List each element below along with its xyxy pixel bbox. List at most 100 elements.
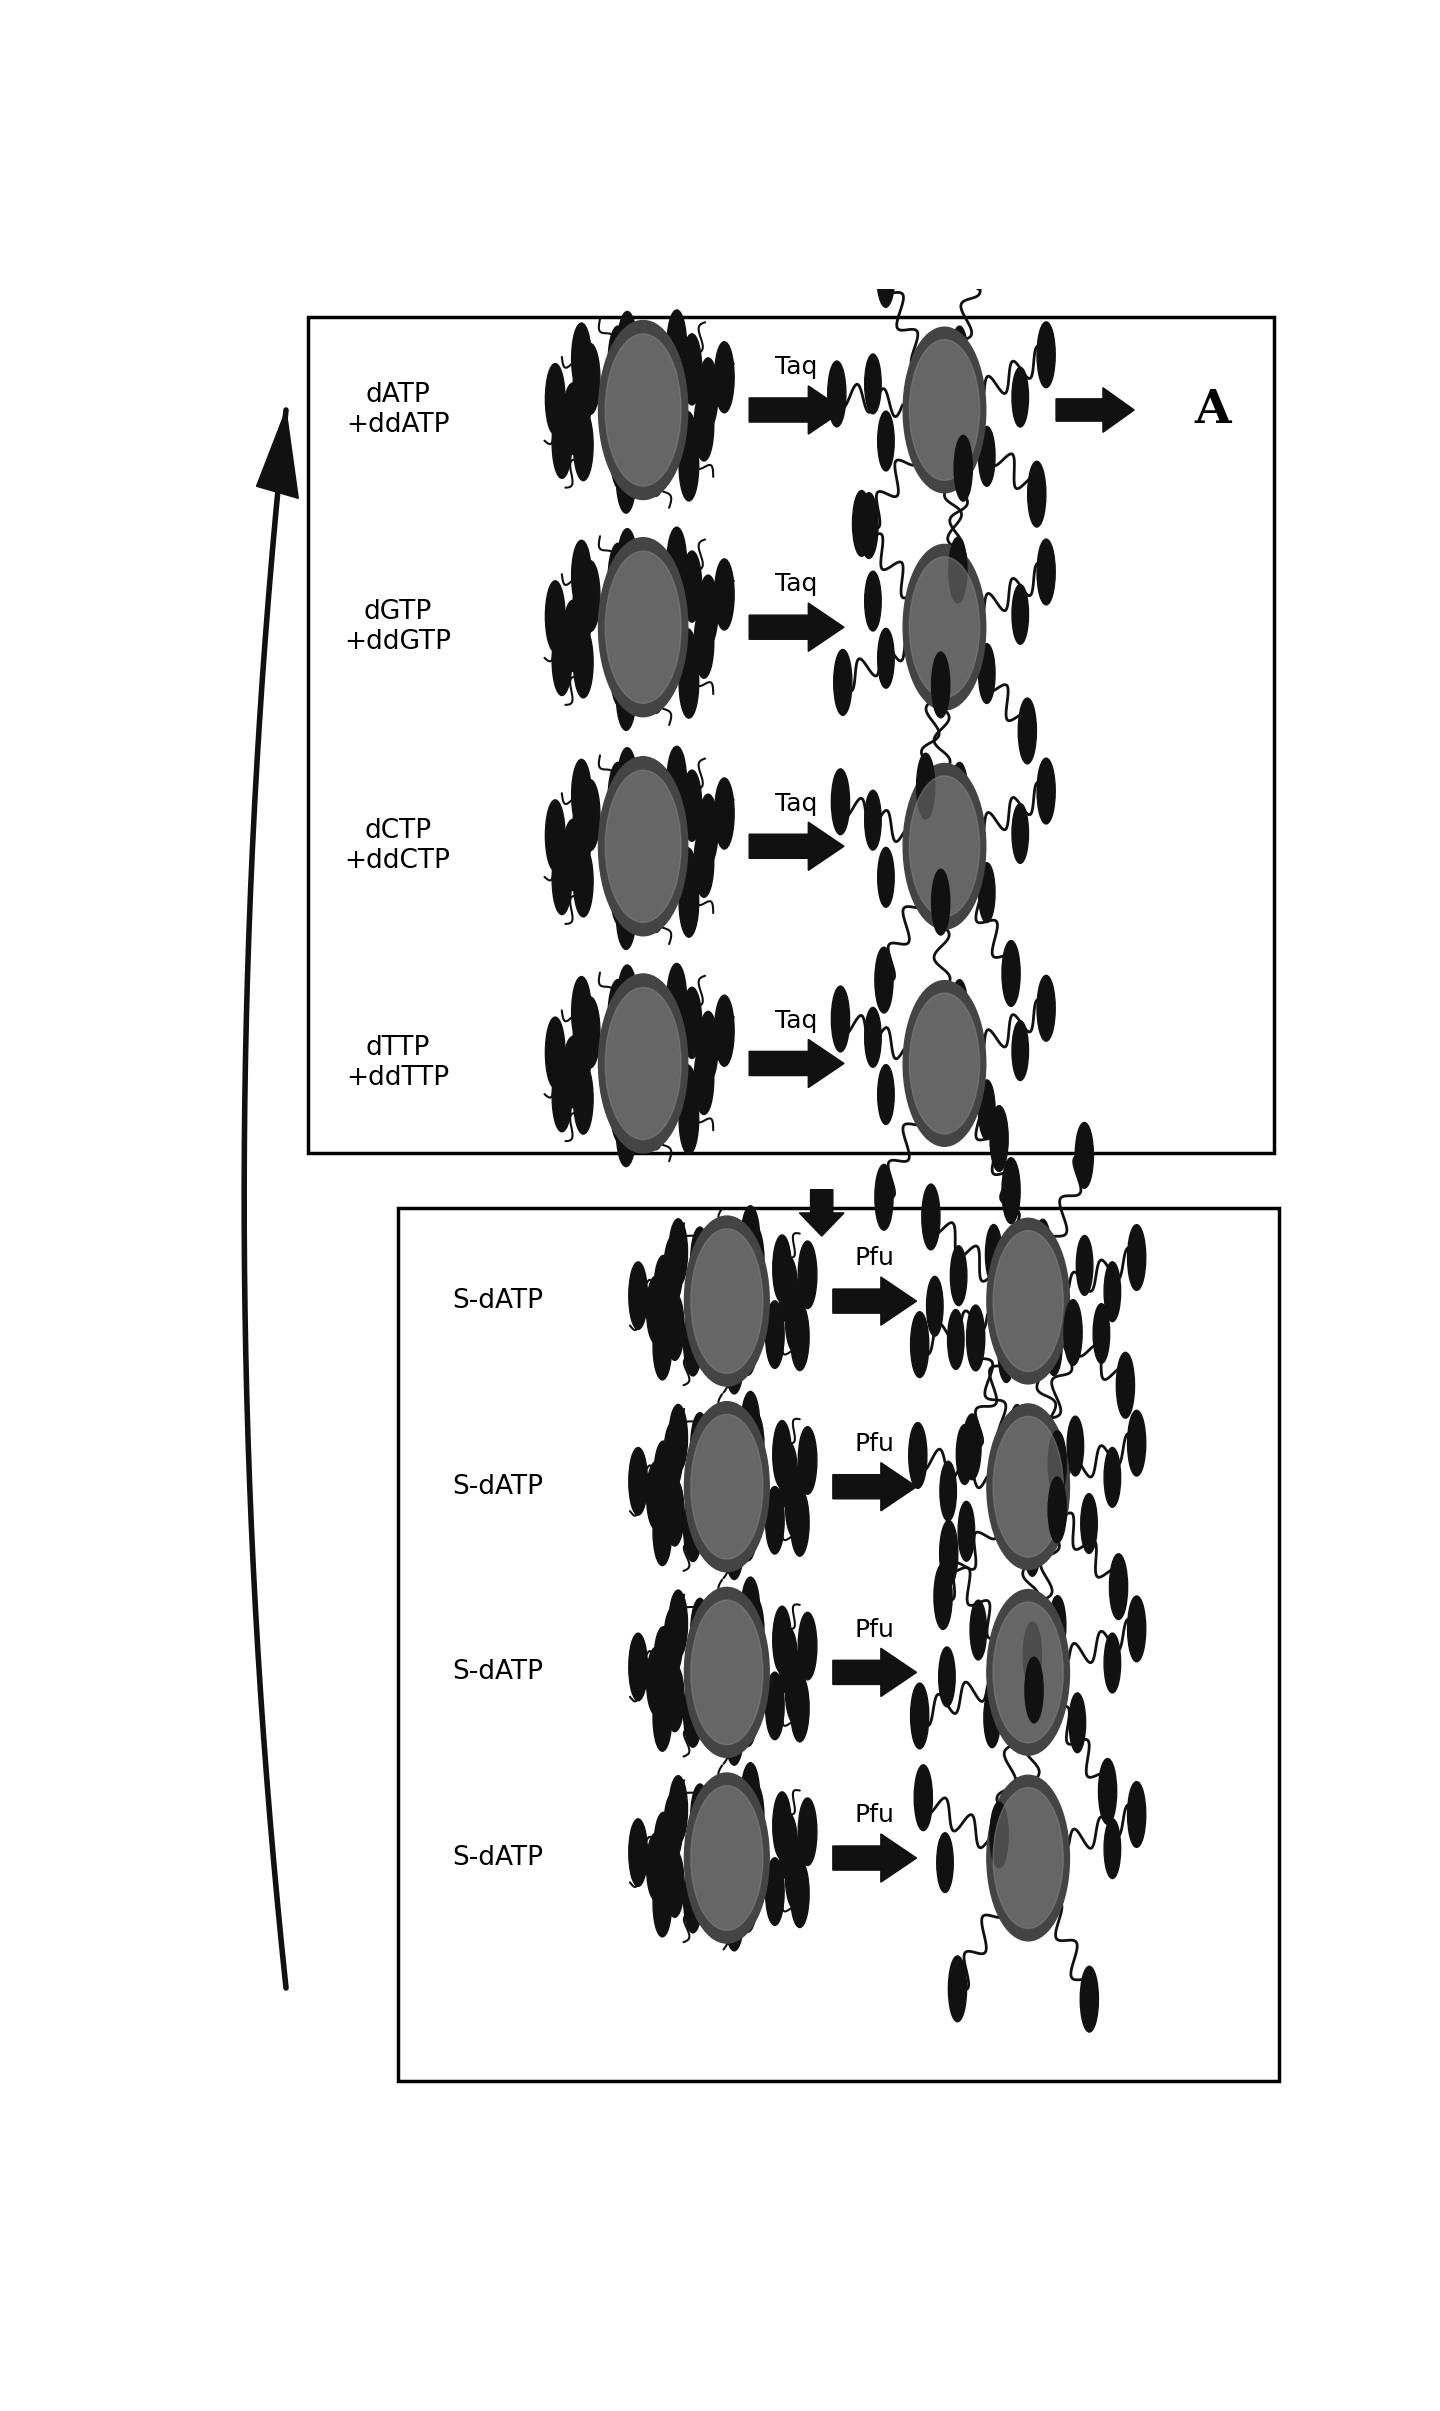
Ellipse shape bbox=[1104, 1818, 1120, 1878]
Ellipse shape bbox=[878, 846, 894, 907]
Ellipse shape bbox=[652, 1869, 671, 1936]
Ellipse shape bbox=[876, 948, 893, 1013]
Ellipse shape bbox=[955, 436, 972, 501]
Ellipse shape bbox=[1025, 1656, 1043, 1724]
Ellipse shape bbox=[791, 1302, 809, 1369]
Ellipse shape bbox=[742, 1206, 760, 1273]
Ellipse shape bbox=[979, 427, 995, 487]
Ellipse shape bbox=[654, 1813, 672, 1881]
Ellipse shape bbox=[971, 1601, 986, 1659]
Ellipse shape bbox=[864, 571, 881, 632]
Polygon shape bbox=[749, 386, 844, 434]
Ellipse shape bbox=[605, 989, 681, 1140]
Ellipse shape bbox=[798, 1613, 816, 1680]
Ellipse shape bbox=[864, 791, 881, 851]
Ellipse shape bbox=[694, 827, 714, 897]
Ellipse shape bbox=[1034, 1220, 1051, 1280]
Ellipse shape bbox=[647, 1832, 665, 1900]
Ellipse shape bbox=[785, 1471, 804, 1538]
Ellipse shape bbox=[683, 333, 701, 405]
Ellipse shape bbox=[1048, 1478, 1066, 1543]
Ellipse shape bbox=[742, 1762, 760, 1830]
Ellipse shape bbox=[994, 1601, 1063, 1743]
Ellipse shape bbox=[711, 1500, 730, 1567]
Ellipse shape bbox=[986, 1589, 1070, 1755]
Ellipse shape bbox=[742, 1577, 760, 1644]
Ellipse shape bbox=[984, 1688, 1001, 1748]
Ellipse shape bbox=[654, 1627, 672, 1695]
Ellipse shape bbox=[714, 779, 734, 849]
Ellipse shape bbox=[985, 1225, 1002, 1285]
Text: Taq: Taq bbox=[775, 571, 818, 596]
Ellipse shape bbox=[678, 412, 697, 482]
Ellipse shape bbox=[994, 1787, 1063, 1929]
Ellipse shape bbox=[1050, 1596, 1066, 1656]
Ellipse shape bbox=[1116, 1353, 1135, 1418]
Ellipse shape bbox=[791, 1488, 809, 1555]
Ellipse shape bbox=[563, 820, 583, 890]
Polygon shape bbox=[256, 410, 298, 499]
Ellipse shape bbox=[611, 853, 631, 926]
Ellipse shape bbox=[950, 1246, 966, 1307]
Text: Pfu: Pfu bbox=[854, 1803, 894, 1828]
Ellipse shape bbox=[608, 542, 628, 615]
Ellipse shape bbox=[878, 1066, 894, 1124]
Ellipse shape bbox=[922, 1184, 940, 1249]
Ellipse shape bbox=[952, 325, 968, 386]
Ellipse shape bbox=[647, 1078, 665, 1150]
Ellipse shape bbox=[746, 1596, 765, 1664]
Ellipse shape bbox=[573, 1013, 592, 1083]
Ellipse shape bbox=[986, 1774, 1070, 1941]
Ellipse shape bbox=[618, 528, 636, 600]
Ellipse shape bbox=[828, 362, 845, 427]
Ellipse shape bbox=[1018, 699, 1037, 764]
Ellipse shape bbox=[852, 489, 871, 557]
Ellipse shape bbox=[580, 562, 600, 632]
Ellipse shape bbox=[684, 1866, 703, 1934]
Ellipse shape bbox=[746, 1782, 765, 1849]
Ellipse shape bbox=[724, 1883, 743, 1950]
Ellipse shape bbox=[1024, 1517, 1041, 1577]
Ellipse shape bbox=[552, 624, 572, 694]
Ellipse shape bbox=[914, 1765, 932, 1830]
Ellipse shape bbox=[994, 1415, 1063, 1558]
Ellipse shape bbox=[986, 1218, 1070, 1384]
Ellipse shape bbox=[552, 1061, 572, 1131]
Ellipse shape bbox=[952, 979, 968, 1039]
Ellipse shape bbox=[994, 1230, 1063, 1372]
Ellipse shape bbox=[739, 1492, 757, 1560]
Ellipse shape bbox=[834, 649, 852, 716]
Ellipse shape bbox=[691, 1787, 763, 1931]
Ellipse shape bbox=[1064, 1300, 1081, 1365]
Ellipse shape bbox=[668, 1591, 687, 1659]
Ellipse shape bbox=[909, 1422, 927, 1488]
Ellipse shape bbox=[932, 870, 950, 935]
Ellipse shape bbox=[599, 757, 688, 935]
Polygon shape bbox=[749, 603, 844, 651]
Ellipse shape bbox=[779, 1442, 798, 1509]
Ellipse shape bbox=[572, 540, 592, 612]
Ellipse shape bbox=[605, 769, 681, 923]
Ellipse shape bbox=[926, 1275, 943, 1336]
Ellipse shape bbox=[573, 410, 593, 480]
Ellipse shape bbox=[684, 1772, 769, 1943]
Ellipse shape bbox=[739, 1864, 757, 1931]
Ellipse shape bbox=[678, 849, 697, 919]
Text: Taq: Taq bbox=[775, 791, 818, 815]
Ellipse shape bbox=[572, 759, 592, 829]
Ellipse shape bbox=[1037, 976, 1056, 1042]
Ellipse shape bbox=[798, 1799, 816, 1866]
Ellipse shape bbox=[711, 1685, 730, 1753]
Ellipse shape bbox=[1099, 1758, 1116, 1825]
Ellipse shape bbox=[1037, 757, 1056, 825]
Ellipse shape bbox=[683, 769, 701, 841]
Ellipse shape bbox=[910, 993, 979, 1133]
Ellipse shape bbox=[739, 1307, 757, 1374]
Ellipse shape bbox=[546, 581, 564, 651]
Ellipse shape bbox=[691, 1227, 710, 1295]
Ellipse shape bbox=[831, 986, 850, 1051]
Ellipse shape bbox=[864, 354, 881, 415]
Ellipse shape bbox=[691, 1230, 763, 1374]
Ellipse shape bbox=[546, 800, 564, 870]
Ellipse shape bbox=[645, 764, 665, 837]
